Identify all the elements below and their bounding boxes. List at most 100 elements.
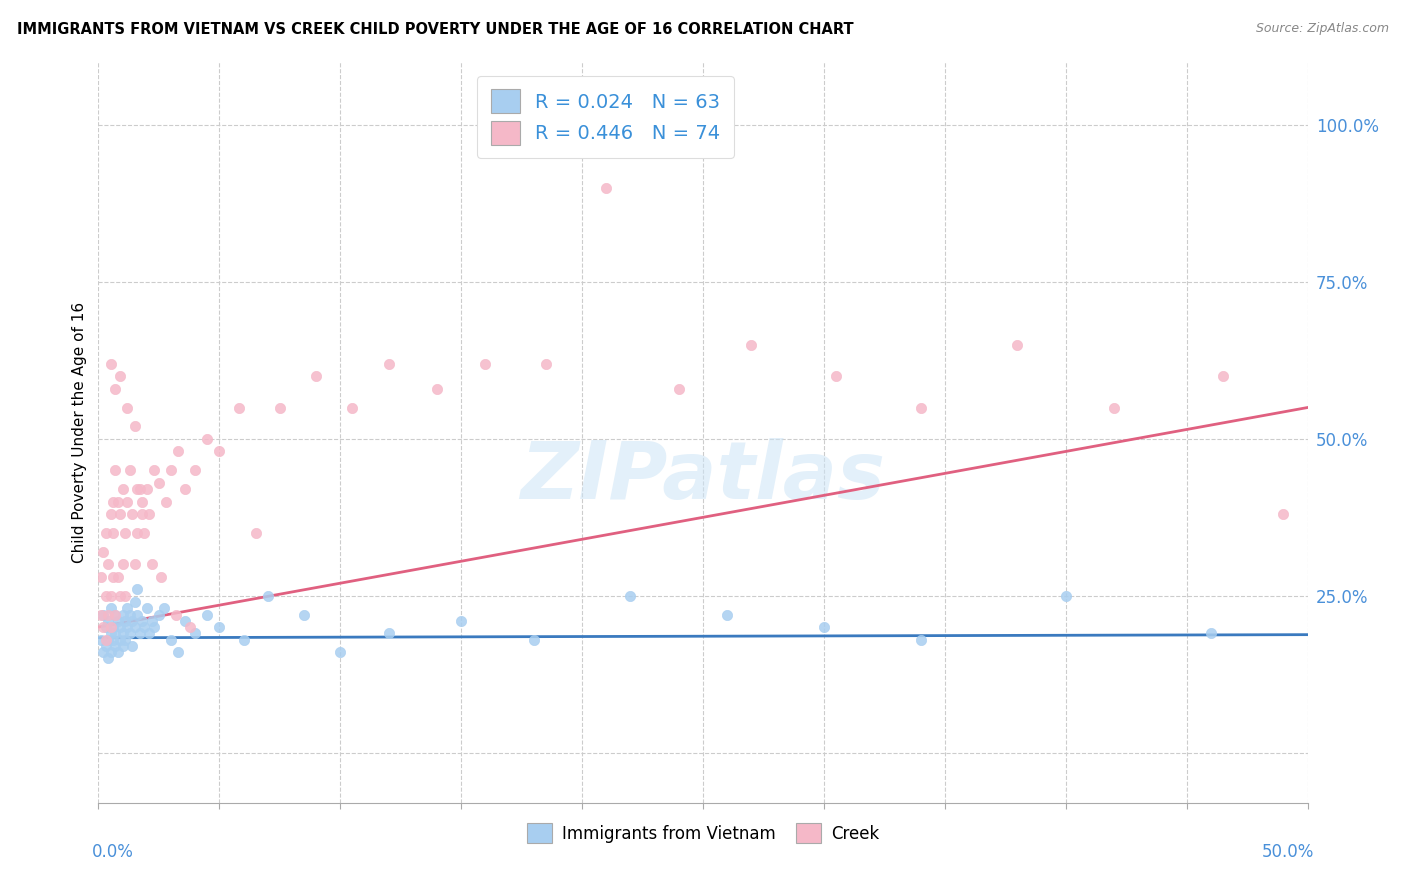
Point [107, 645, 129, 659]
Point [97, 632, 120, 647]
Point [1102, 401, 1125, 415]
Point [1212, 369, 1234, 384]
Point [100, 626, 122, 640]
Point [114, 526, 136, 541]
Point [127, 607, 149, 622]
Point [104, 607, 127, 622]
Point [619, 589, 641, 603]
Point [108, 632, 131, 647]
Point [342, 401, 364, 415]
Point [148, 607, 170, 622]
Point [124, 419, 146, 434]
Point [668, 382, 690, 396]
Point [114, 614, 136, 628]
Point [100, 620, 122, 634]
Point [131, 507, 153, 521]
Point [523, 632, 546, 647]
Point [910, 401, 932, 415]
Point [97, 651, 120, 665]
Point [155, 494, 177, 508]
Point [104, 607, 127, 622]
Point [121, 614, 143, 628]
Point [131, 494, 153, 508]
Point [111, 626, 134, 640]
Point [150, 570, 173, 584]
Point [117, 494, 139, 508]
Point [910, 632, 932, 647]
Point [135, 482, 157, 496]
Point [114, 589, 136, 603]
Point [104, 463, 127, 477]
Point [305, 369, 328, 384]
Point [165, 607, 187, 622]
Point [118, 463, 141, 477]
Point [104, 626, 127, 640]
Point [208, 444, 231, 458]
Point [160, 463, 183, 477]
Point [143, 620, 166, 634]
Point [138, 626, 160, 640]
Point [114, 632, 136, 647]
Point [426, 382, 449, 396]
Point [825, 369, 848, 384]
Point [94, 632, 117, 647]
Point [104, 639, 127, 653]
Point [90, 570, 112, 584]
Point [127, 482, 149, 496]
Point [124, 558, 146, 572]
Point [292, 607, 315, 622]
Point [148, 475, 170, 490]
Point [108, 589, 131, 603]
Point [135, 601, 157, 615]
Point [108, 620, 131, 634]
Point [121, 507, 143, 521]
Point [195, 432, 218, 446]
Point [94, 589, 117, 603]
Point [740, 338, 762, 352]
Point [228, 401, 250, 415]
Point [595, 181, 617, 195]
Point [97, 558, 120, 572]
Point [179, 620, 201, 634]
Point [118, 626, 141, 640]
Point [94, 620, 117, 634]
Point [111, 639, 134, 653]
Point [534, 357, 557, 371]
Point [127, 526, 149, 541]
Point [208, 620, 231, 634]
Point [245, 526, 267, 541]
Point [377, 626, 399, 640]
Point [813, 620, 835, 634]
Point [118, 607, 141, 622]
Point [716, 607, 738, 622]
Point [450, 614, 472, 628]
Point [100, 357, 122, 371]
Point [91, 620, 114, 634]
Point [195, 607, 218, 622]
Point [143, 463, 166, 477]
Point [160, 632, 183, 647]
Point [131, 614, 153, 628]
Point [94, 526, 117, 541]
Point [91, 545, 114, 559]
Point [108, 369, 131, 384]
Point [329, 645, 352, 659]
Point [1199, 626, 1222, 640]
Text: Source: ZipAtlas.com: Source: ZipAtlas.com [1256, 22, 1389, 36]
Point [100, 589, 122, 603]
Point [128, 626, 150, 640]
Point [104, 382, 127, 396]
Point [134, 620, 156, 634]
Point [184, 626, 207, 640]
Point [269, 401, 291, 415]
Point [107, 494, 129, 508]
Legend: Immigrants from Vietnam, Creek: Immigrants from Vietnam, Creek [520, 816, 886, 850]
Text: 0.0%: 0.0% [91, 843, 134, 861]
Point [111, 558, 134, 572]
Point [124, 595, 146, 609]
Point [117, 620, 139, 634]
Point [138, 507, 160, 521]
Point [94, 639, 117, 653]
Point [174, 482, 197, 496]
Point [97, 614, 120, 628]
